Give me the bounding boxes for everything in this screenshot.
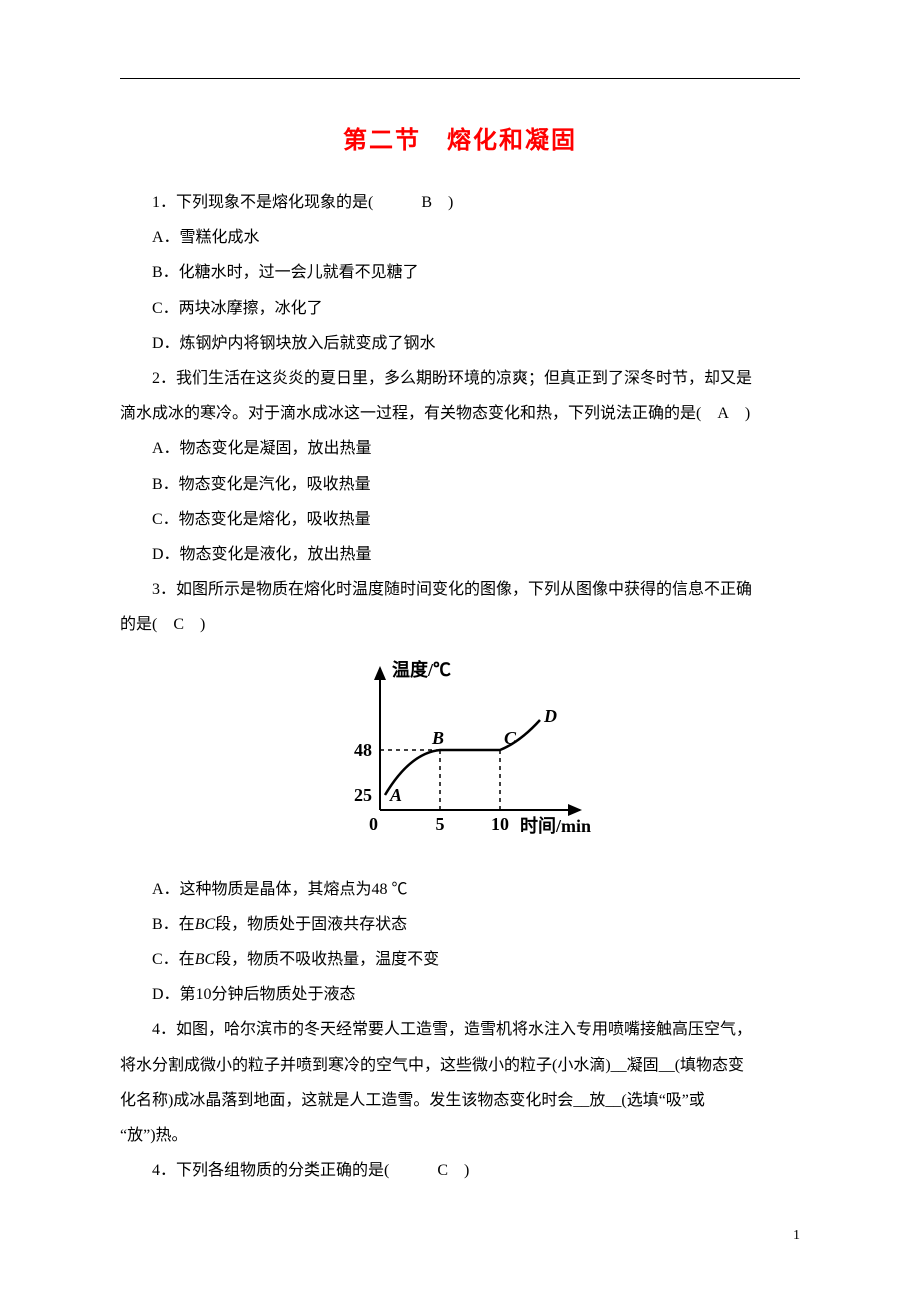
q4-line3: 化名称)成冰晶落到地面，这就是人工造雪。发生该物态变化时会__放__(选填“吸”… bbox=[120, 1083, 800, 1118]
body: 1．下列现象不是熔化现象的是( B ) A．雪糕化成水 B．化糖水时，过一会儿就… bbox=[120, 185, 800, 1188]
svg-text:A: A bbox=[389, 785, 402, 805]
svg-text:C: C bbox=[504, 728, 517, 748]
section-title: 第二节 熔化和凝固 bbox=[120, 120, 800, 155]
q2-option-c: C．物态变化是熔化，吸收热量 bbox=[120, 502, 800, 537]
q4-blank1: 凝固 bbox=[627, 1057, 659, 1074]
svg-text:温度/℃: 温度/℃ bbox=[392, 659, 451, 680]
svg-text:48: 48 bbox=[354, 740, 372, 760]
q3-answer: C bbox=[173, 607, 184, 642]
q4-line2: 将水分割成微小的粒子并喷到寒冷的空气中，这些微小的粒子(小水滴)__凝固__(填… bbox=[120, 1048, 800, 1083]
q4-l2-mid: __(填物态变 bbox=[659, 1057, 744, 1074]
q1-stem: 1．下列现象不是熔化现象的是( B ) bbox=[120, 185, 800, 220]
q4-blank2: 放 bbox=[589, 1092, 605, 1109]
q4-line4: “放”)热。 bbox=[120, 1118, 800, 1153]
q4-line1: 4．如图，哈尔滨市的冬天经常要人工造雪，造雪机将水注入专用喷嘴接触高压空气， bbox=[120, 1012, 800, 1047]
q3-c-bc: BC bbox=[195, 951, 215, 968]
q3-option-c: C．在BC段，物质不吸收热量，温度不变 bbox=[120, 942, 800, 977]
q3-line2-pre: 的是( bbox=[120, 616, 173, 633]
q3-option-b: B．在BC段，物质处于固液共存状态 bbox=[120, 907, 800, 942]
q4-l3-pre: 化名称)成冰晶落到地面，这就是人工造雪。发生该物态变化时会__ bbox=[120, 1092, 589, 1109]
q4-l2-pre: 将水分割成微小的粒子并喷到寒冷的空气中，这些微小的粒子(小水滴)__ bbox=[120, 1057, 627, 1074]
q3-chart: 48 25 0 5 10 温度/℃ 时间/min A B C D bbox=[120, 650, 800, 863]
svg-text:10: 10 bbox=[491, 814, 509, 834]
q1-answer: B bbox=[389, 185, 432, 220]
q5-stem-post: ) bbox=[448, 1162, 469, 1179]
q1-stem-pre: 1．下列现象不是熔化现象的是( bbox=[152, 194, 389, 211]
q3-option-a: A．这种物质是晶体，其熔点为48 ℃ bbox=[120, 872, 800, 907]
q2-line2: 滴水成冰的寒冷。对于滴水成冰这一过程，有关物态变化和热，下列说法正确的是( A … bbox=[120, 396, 800, 431]
q2-option-d: D．物态变化是液化，放出热量 bbox=[120, 537, 800, 572]
q1-option-d: D．炼钢炉内将钢块放入后就变成了钢水 bbox=[120, 326, 800, 361]
q3-line2: 的是( C ) bbox=[120, 607, 800, 642]
q2-line2-pre: 滴水成冰的寒冷。对于滴水成冰这一过程，有关物态变化和热，下列说法正确的是( bbox=[120, 405, 717, 422]
page: 第二节 熔化和凝固 1．下列现象不是熔化现象的是( B ) A．雪糕化成水 B．… bbox=[0, 0, 920, 1302]
q4-l3-mid: __(选填“吸”或 bbox=[605, 1092, 705, 1109]
q2-line1: 2．我们生活在这炎炎的夏日里，多么期盼环境的凉爽；但真正到了深冬时节，却又是 bbox=[120, 361, 800, 396]
q1-option-a: A．雪糕化成水 bbox=[120, 220, 800, 255]
svg-text:5: 5 bbox=[436, 814, 445, 834]
q5-answer: C bbox=[405, 1153, 448, 1188]
top-rule bbox=[120, 78, 800, 79]
svg-text:25: 25 bbox=[354, 785, 372, 805]
q3-b-bc: BC bbox=[195, 916, 215, 933]
q2-option-b: B．物态变化是汽化，吸收热量 bbox=[120, 467, 800, 502]
q2-line2-post: ) bbox=[729, 405, 750, 422]
q5-stem: 4．下列各组物质的分类正确的是( C ) bbox=[120, 1153, 800, 1188]
q1-option-b: B．化糖水时，过一会儿就看不见糖了 bbox=[120, 255, 800, 290]
q2-option-a: A．物态变化是凝固，放出热量 bbox=[120, 431, 800, 466]
q3-b-pre: B．在 bbox=[152, 916, 195, 933]
q3-b-post: 段，物质处于固液共存状态 bbox=[215, 916, 407, 933]
q3-line1: 3．如图所示是物质在熔化时温度随时间变化的图像，下列从图像中获得的信息不正确 bbox=[120, 572, 800, 607]
svg-text:时间/min: 时间/min bbox=[520, 816, 591, 836]
q3-c-pre: C．在 bbox=[152, 951, 195, 968]
melting-curve-chart: 48 25 0 5 10 温度/℃ 时间/min A B C D bbox=[310, 650, 610, 850]
svg-text:D: D bbox=[543, 706, 557, 726]
svg-text:0: 0 bbox=[369, 814, 378, 834]
svg-text:B: B bbox=[431, 728, 444, 748]
q2-answer: A bbox=[717, 396, 729, 431]
q1-stem-post: ) bbox=[432, 194, 453, 211]
page-number: 1 bbox=[793, 1228, 800, 1244]
q3-c-post: 段，物质不吸收热量，温度不变 bbox=[215, 951, 439, 968]
q5-stem-pre: 4．下列各组物质的分类正确的是( bbox=[152, 1162, 405, 1179]
q1-option-c: C．两块冰摩擦，冰化了 bbox=[120, 291, 800, 326]
q3-option-d: D．第10分钟后物质处于液态 bbox=[120, 977, 800, 1012]
q3-line2-post: ) bbox=[184, 616, 205, 633]
